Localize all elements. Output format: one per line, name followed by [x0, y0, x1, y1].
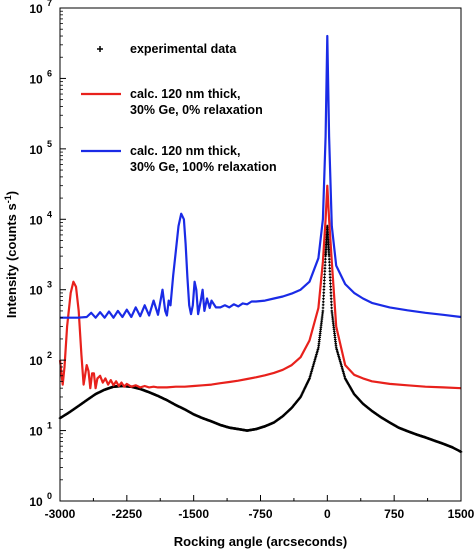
data-point: [329, 282, 332, 285]
series-line: [58, 184, 462, 390]
y-axis-ticks: 10 0 10 1 10 2 10 3 10 4 10 5 10 6 10 7: [29, 0, 66, 509]
legend: experimental data calc. 120 nm thick, 30% …: [81, 42, 277, 174]
data-point: [322, 300, 325, 304]
data-point: [330, 300, 333, 304]
legend-label: 30% Ge, 0% relaxation: [130, 103, 263, 117]
data-point: [329, 279, 332, 282]
data-point: [322, 291, 326, 294]
y-tick-label: 10: [29, 2, 43, 16]
data-point: [324, 257, 327, 261]
data-point: [329, 294, 333, 297]
legend-label: calc. 120 nm thick,: [130, 87, 240, 101]
x-tick-label: -750: [248, 507, 272, 521]
y-tick-label: 10: [29, 354, 43, 368]
data-point: [328, 263, 331, 267]
y-tick-label: 10: [29, 495, 43, 509]
data-point: [323, 263, 327, 267]
data-point: [329, 285, 332, 288]
data-point: [330, 303, 333, 307]
data-point: [323, 270, 327, 273]
x-tick-label: -3000: [45, 507, 76, 521]
data-point: [322, 285, 326, 288]
series-line: [60, 34, 462, 319]
data-point: [323, 266, 327, 270]
series-2: [60, 34, 462, 319]
data-point: [329, 288, 333, 291]
x-tick-label: -1500: [178, 507, 209, 521]
y-tick-label: 10: [29, 143, 43, 157]
data-point: [330, 306, 333, 310]
data-point: [328, 276, 332, 279]
series-0: [58, 224, 463, 454]
y-tick-label: 10: [29, 213, 43, 227]
data-point: [328, 260, 331, 264]
y-axis-title-superscript: -1: [3, 195, 13, 203]
data-point: [321, 303, 325, 307]
y-tick-exponent: 5: [47, 139, 52, 149]
y-tick-exponent: 7: [47, 0, 52, 8]
data-point: [322, 288, 326, 291]
data-point: [329, 291, 333, 294]
data-point: [322, 294, 325, 297]
data-point: [321, 309, 325, 313]
y-tick-exponent: 4: [47, 209, 52, 219]
y-axis-title: Intensity (counts s-1): [3, 191, 19, 318]
legend-label: 30% Ge, 100% relaxation: [130, 160, 277, 174]
y-axis-title-close: ): [4, 191, 19, 195]
y-tick-exponent: 2: [47, 350, 52, 360]
y-tick-label: 10: [29, 284, 43, 298]
data-point: [322, 282, 326, 285]
legend-label: experimental data: [130, 42, 237, 56]
data-point: [323, 276, 326, 279]
data-point: [323, 260, 327, 264]
data-point: [329, 297, 333, 301]
y-tick-label: 10: [29, 425, 43, 439]
data-point: [328, 273, 332, 276]
data-point: [327, 254, 331, 258]
x-tick-label: -2250: [111, 507, 142, 521]
data-point: [322, 297, 325, 301]
data-point: [321, 306, 325, 310]
legend-marker: [97, 46, 103, 52]
data-point: [328, 270, 332, 273]
y-tick-label: 10: [29, 72, 43, 86]
x-tick-label: 750: [384, 507, 404, 521]
y-tick-exponent: 6: [47, 68, 52, 78]
data-point: [323, 279, 326, 282]
series-1: [58, 184, 462, 390]
data-point: [323, 273, 326, 276]
x-tick-label: 0: [324, 507, 331, 521]
y-tick-exponent: 0: [47, 491, 52, 501]
x-tick-label: 1500: [448, 507, 474, 521]
data-point: [327, 257, 331, 261]
y-tick-exponent: 1: [47, 421, 52, 431]
x-axis-ticks: -3000 -2250 -1500 -750 0 750 1500: [45, 495, 474, 521]
legend-label: calc. 120 nm thick,: [130, 144, 240, 158]
x-axis-title: Rocking angle (arcseconds): [174, 534, 347, 549]
data-point: [328, 266, 332, 270]
y-tick-exponent: 3: [47, 280, 52, 290]
y-axis-title-main: Intensity (counts s: [4, 203, 19, 318]
plot-series: [58, 34, 463, 454]
